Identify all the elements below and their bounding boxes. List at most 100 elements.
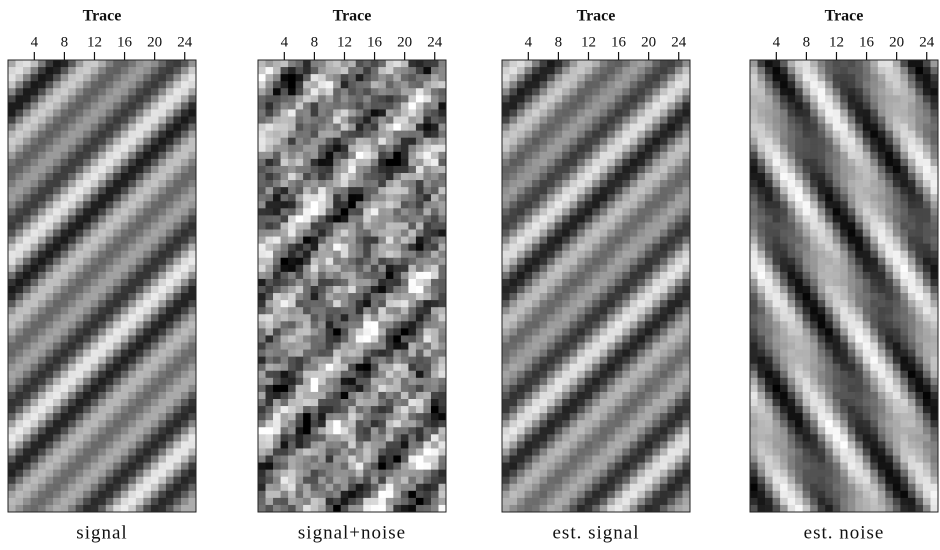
pixel	[83, 88, 92, 96]
pixel	[644, 74, 653, 82]
pixel	[554, 384, 563, 393]
pixel	[258, 208, 266, 216]
pixel	[333, 95, 342, 103]
pixel	[105, 448, 114, 456]
pixel	[629, 307, 638, 315]
pixel	[280, 264, 289, 273]
pixel	[303, 370, 312, 379]
pixel	[258, 462, 266, 471]
pixel	[188, 187, 197, 195]
pixel	[38, 264, 46, 273]
pixel	[15, 413, 24, 421]
pixel	[569, 116, 578, 124]
pixel	[15, 356, 24, 365]
pixel	[340, 81, 349, 89]
pixel	[562, 420, 571, 428]
pixel	[143, 448, 152, 456]
pixel	[584, 483, 593, 492]
pixel	[98, 109, 107, 117]
pixel	[288, 109, 296, 117]
pixel	[280, 504, 289, 513]
pixel	[547, 278, 556, 287]
pixel	[607, 236, 616, 245]
pixel	[53, 158, 62, 167]
pixel	[303, 187, 312, 195]
pixel	[614, 123, 623, 132]
pixel	[502, 321, 510, 329]
pixel	[90, 321, 99, 329]
pixel	[539, 116, 548, 124]
pixel	[423, 497, 432, 506]
pixel	[569, 399, 578, 407]
pixel	[75, 286, 84, 294]
pixel	[524, 441, 533, 449]
pixel	[158, 81, 167, 89]
pixel	[430, 413, 439, 421]
pixel	[524, 476, 533, 485]
pixel	[532, 229, 540, 237]
pixel	[280, 286, 289, 294]
pixel	[258, 497, 266, 506]
pixel	[652, 102, 661, 110]
pixel	[60, 462, 69, 471]
pixel	[524, 137, 533, 146]
pixel	[562, 173, 571, 181]
pixel	[644, 236, 653, 245]
pixel	[8, 180, 16, 188]
pixel	[15, 208, 24, 216]
pixel	[265, 448, 274, 456]
pixel	[258, 109, 266, 117]
pixel	[378, 102, 387, 110]
pixel	[75, 307, 84, 315]
pixel	[577, 130, 586, 139]
pixel	[629, 370, 638, 379]
pixel	[915, 81, 924, 89]
pixel	[165, 67, 174, 75]
pixel	[765, 95, 773, 103]
pixel	[23, 102, 31, 110]
pixel	[385, 427, 394, 435]
pixel	[370, 504, 379, 513]
pixel	[45, 342, 54, 350]
pixel	[15, 335, 24, 343]
pixel	[637, 236, 646, 245]
pixel	[900, 60, 909, 68]
pixel	[143, 391, 152, 400]
pixel	[393, 455, 402, 463]
pixel	[682, 455, 691, 463]
pixel	[629, 441, 638, 449]
pixel	[430, 158, 439, 167]
pixel	[438, 215, 447, 223]
pixel	[143, 243, 152, 252]
pixel	[674, 342, 683, 350]
pixel	[310, 81, 319, 89]
pixel	[280, 165, 289, 174]
pixel	[265, 74, 274, 82]
pixel	[438, 427, 447, 435]
pixel	[554, 95, 563, 103]
pixel	[539, 95, 548, 103]
pixel	[517, 95, 525, 103]
pixel	[38, 399, 46, 407]
pixel	[378, 243, 387, 252]
pixel	[408, 173, 417, 181]
pixel	[385, 264, 394, 273]
pixel	[363, 95, 372, 103]
pixel	[98, 95, 107, 103]
pixel	[363, 158, 372, 167]
pixel	[68, 158, 77, 167]
pixel	[15, 342, 24, 350]
pixel	[325, 335, 334, 343]
pixel	[38, 391, 46, 400]
pixel	[385, 391, 394, 400]
pixel	[303, 483, 312, 492]
pixel	[502, 67, 510, 75]
pixel	[652, 384, 661, 393]
pixel	[592, 180, 601, 188]
pixel	[547, 469, 556, 478]
pixel	[569, 321, 578, 329]
pixel	[60, 250, 69, 259]
pixel	[652, 377, 661, 386]
pixel	[757, 95, 766, 103]
pixel	[348, 81, 357, 89]
